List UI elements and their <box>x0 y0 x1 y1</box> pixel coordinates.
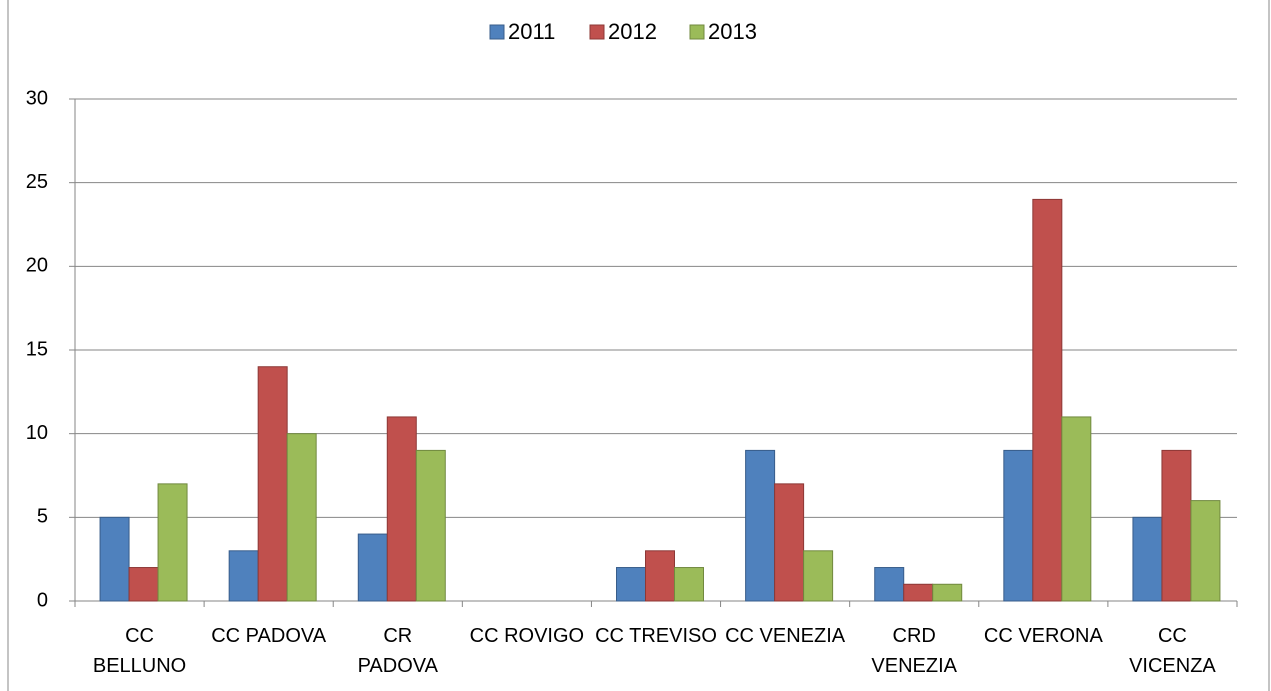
bar <box>157 483 188 602</box>
legend-label: 2012 <box>608 19 657 44</box>
bar <box>357 533 388 602</box>
y-tick-label: 15 <box>26 338 48 360</box>
y-tick-label: 30 <box>26 87 48 109</box>
x-tick-label: CRD VENEZIA <box>871 625 957 677</box>
bar <box>386 416 417 602</box>
y-tick-label: 0 <box>37 589 48 611</box>
bar <box>903 583 934 602</box>
legend-swatch <box>589 24 605 40</box>
bar <box>1190 500 1221 602</box>
bar <box>1003 449 1034 602</box>
x-tick-label: CC PADOVA <box>211 625 327 647</box>
x-tick-label: CC ROVIGO <box>469 625 585 647</box>
y-tick-label: 25 <box>26 171 48 193</box>
bar <box>1132 516 1163 602</box>
bar <box>228 550 259 602</box>
bar <box>286 433 317 602</box>
bar <box>803 550 834 602</box>
x-tick-label: CC VERONA <box>983 625 1103 647</box>
bar <box>674 567 704 602</box>
x-tick-label: CC TREVISO <box>595 625 717 647</box>
x-tick-label: CC VENEZIA <box>725 625 846 647</box>
bar <box>774 483 805 602</box>
x-tick-label: CC BELLUNO <box>92 625 187 677</box>
y-tick-label: 5 <box>37 506 48 528</box>
bar <box>128 567 159 602</box>
x-tick-label: CR PADOVA <box>357 625 438 677</box>
chart-border <box>7 0 1270 691</box>
y-tick-label: 10 <box>26 422 48 444</box>
bar <box>1032 198 1063 602</box>
bar <box>415 449 446 602</box>
legend-swatch <box>689 24 705 40</box>
bar <box>1161 449 1192 602</box>
legend-label: 2013 <box>708 19 757 44</box>
legend-swatch <box>489 24 505 40</box>
bar <box>932 583 963 602</box>
bar <box>616 567 646 602</box>
bar <box>1061 416 1092 602</box>
legend-label: 2011 <box>508 19 555 44</box>
bar <box>257 366 288 602</box>
y-tick-label: 20 <box>26 255 48 277</box>
bar <box>745 449 776 602</box>
bar <box>874 567 905 602</box>
x-tick-label: CC VICENZA <box>1129 625 1216 677</box>
bar <box>645 550 675 602</box>
bar <box>99 516 130 602</box>
